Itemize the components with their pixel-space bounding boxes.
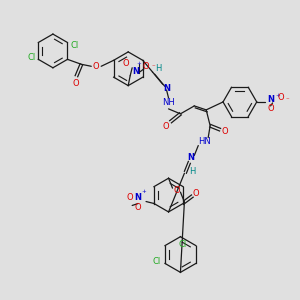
Text: O: O bbox=[123, 59, 130, 68]
Text: N: N bbox=[267, 95, 274, 104]
Text: H: H bbox=[189, 167, 196, 176]
Text: Cl: Cl bbox=[153, 257, 161, 266]
Text: O: O bbox=[72, 79, 79, 88]
Text: O: O bbox=[162, 122, 169, 131]
Text: ⁻: ⁻ bbox=[286, 97, 289, 103]
Text: N: N bbox=[135, 193, 142, 202]
Text: O: O bbox=[222, 127, 228, 136]
Text: O: O bbox=[173, 186, 180, 195]
Text: Cl: Cl bbox=[178, 240, 187, 249]
Text: Cl: Cl bbox=[27, 53, 35, 62]
Text: O: O bbox=[127, 193, 134, 202]
Text: NH: NH bbox=[162, 98, 175, 107]
Text: O: O bbox=[135, 203, 141, 212]
Text: N: N bbox=[163, 84, 170, 93]
Text: +: + bbox=[137, 61, 142, 66]
Text: O: O bbox=[193, 189, 200, 198]
Text: O: O bbox=[93, 62, 100, 71]
Text: +: + bbox=[275, 92, 280, 98]
Text: ⁻: ⁻ bbox=[151, 65, 155, 71]
Text: O: O bbox=[277, 94, 284, 103]
Text: N: N bbox=[133, 67, 140, 76]
Text: H: H bbox=[155, 64, 162, 73]
Text: +: + bbox=[142, 189, 146, 194]
Text: Cl: Cl bbox=[70, 41, 79, 50]
Text: N: N bbox=[187, 153, 194, 162]
Text: O: O bbox=[267, 104, 274, 113]
Text: O: O bbox=[143, 62, 149, 71]
Text: HN: HN bbox=[198, 137, 211, 146]
